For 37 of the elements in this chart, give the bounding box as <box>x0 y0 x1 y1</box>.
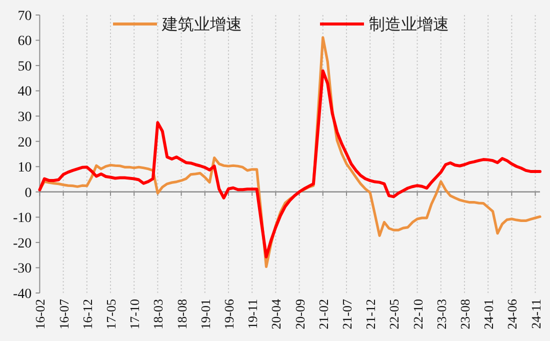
y-tick-label: 60 <box>18 34 32 50</box>
x-tick-label: 16-07 <box>56 298 72 330</box>
x-tick-label: 18-08 <box>174 299 190 330</box>
y-tick-label: -30 <box>13 262 32 277</box>
y-tick-label: 10 <box>18 160 32 176</box>
x-tick-label: 16-12 <box>80 299 95 330</box>
x-tick-label: 23-03 <box>434 299 449 330</box>
x-tick-label: 19-06 <box>221 298 236 330</box>
x-tick-label: 22-10 <box>410 299 426 330</box>
y-tick-label: -40 <box>13 286 32 302</box>
legend-label: 制造业增速 <box>369 14 449 34</box>
x-tick-label: 21-02 <box>316 299 331 330</box>
x-tick-label: 24-01 <box>481 299 496 330</box>
x-tick-label: 17-10 <box>127 299 142 330</box>
x-tick-label: 21-12 <box>363 299 378 330</box>
x-tick-label: 20-09 <box>292 299 308 330</box>
x-tick-label: 19-11 <box>245 299 260 329</box>
legend-label: 建筑业增速 <box>161 14 242 34</box>
x-tick-label: 19-01 <box>198 299 213 330</box>
y-tick-label: 0 <box>24 186 32 201</box>
line-series <box>38 69 542 258</box>
x-tick-label: 24-11 <box>528 299 544 329</box>
y-tick-label: -20 <box>13 236 32 252</box>
x-tick-label: 18-03 <box>150 299 166 330</box>
y-tick-label: 30 <box>18 110 32 125</box>
x-tick-label: 23-08 <box>457 299 472 330</box>
y-tick-label: 40 <box>18 84 32 100</box>
x-tick-label: 22-05 <box>386 299 402 330</box>
x-tick-label: 16-02 <box>32 299 48 330</box>
x-tick-label: 24-06 <box>504 298 520 330</box>
y-tick-label: 50 <box>18 59 32 74</box>
x-tick-label: 21-07 <box>339 298 354 330</box>
y-tick-label: 20 <box>18 135 32 150</box>
x-tick-label: 20-04 <box>268 298 284 330</box>
y-tick-label: 70 <box>18 8 32 24</box>
x-tick-label: 17-05 <box>103 299 118 330</box>
y-tick-label: -10 <box>13 211 32 226</box>
